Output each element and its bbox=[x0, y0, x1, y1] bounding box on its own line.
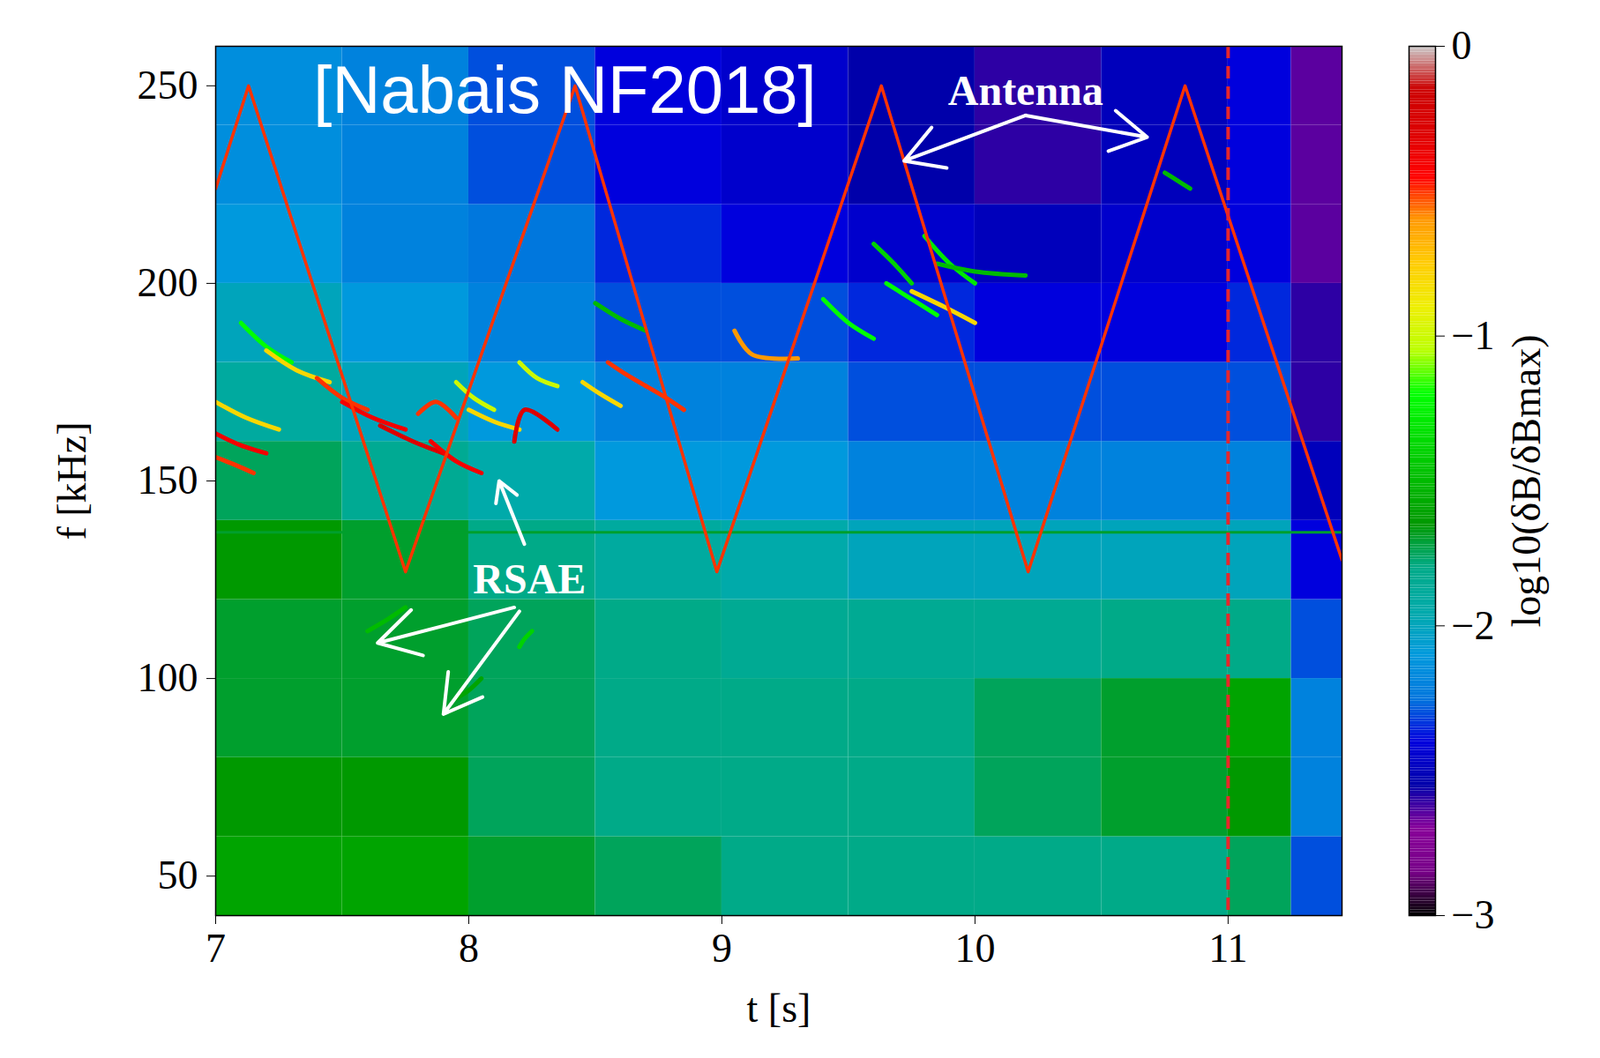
svg-text:150: 150 bbox=[137, 457, 199, 503]
svg-text:−3: −3 bbox=[1451, 892, 1496, 938]
svg-text:100: 100 bbox=[137, 655, 199, 701]
svg-text:8: 8 bbox=[458, 926, 479, 972]
svg-text:−2: −2 bbox=[1451, 603, 1496, 649]
svg-text:10: 10 bbox=[954, 926, 995, 972]
svg-text:−1: −1 bbox=[1451, 313, 1496, 359]
svg-text:Antenna: Antenna bbox=[948, 67, 1104, 114]
svg-text:log10(δB/δBmax): log10(δB/δBmax) bbox=[1503, 334, 1549, 628]
svg-text:200: 200 bbox=[137, 260, 199, 306]
svg-text:9: 9 bbox=[711, 926, 733, 972]
svg-text:7: 7 bbox=[205, 926, 226, 972]
svg-text:50: 50 bbox=[157, 852, 199, 898]
svg-text:[Nabais NF2018]: [Nabais NF2018] bbox=[313, 52, 816, 128]
svg-text:11: 11 bbox=[1208, 926, 1248, 972]
svg-text:250: 250 bbox=[137, 62, 199, 108]
svg-text:t [s]: t [s] bbox=[747, 986, 812, 1032]
svg-text:0: 0 bbox=[1451, 22, 1473, 68]
svg-text:f [kHz]: f [kHz] bbox=[49, 421, 95, 540]
svg-text:RSAE: RSAE bbox=[472, 555, 586, 603]
